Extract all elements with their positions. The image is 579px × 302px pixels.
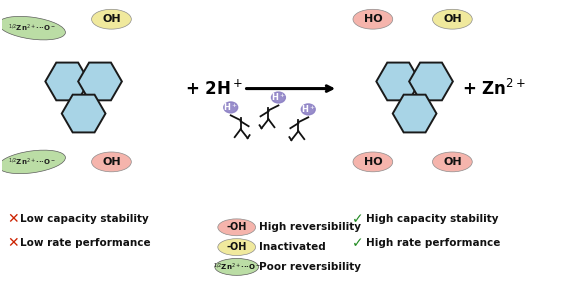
Ellipse shape	[433, 152, 472, 172]
Text: High capacity stability: High capacity stability	[366, 214, 499, 224]
Text: $^{1/2}$Zn$^{2+}$···O$^-$: $^{1/2}$Zn$^{2+}$···O$^-$	[8, 156, 56, 168]
Text: OH: OH	[443, 157, 461, 167]
Text: ✕: ✕	[7, 212, 19, 226]
Text: OH: OH	[102, 157, 121, 167]
Polygon shape	[45, 63, 89, 100]
Text: Poor reversibility: Poor reversibility	[259, 262, 361, 272]
Text: Inactivated: Inactivated	[259, 242, 325, 252]
Text: H$^+$: H$^+$	[301, 104, 316, 115]
Text: + Zn$^{2+}$: + Zn$^{2+}$	[462, 79, 526, 99]
Text: + 2H$^+$: + 2H$^+$	[185, 79, 243, 98]
Text: High reversibility: High reversibility	[259, 222, 361, 232]
Ellipse shape	[218, 239, 255, 255]
Ellipse shape	[433, 9, 472, 29]
Ellipse shape	[218, 219, 255, 236]
Ellipse shape	[215, 259, 259, 275]
Text: OH: OH	[102, 14, 121, 24]
Text: Low capacity stability: Low capacity stability	[20, 214, 149, 224]
Ellipse shape	[353, 9, 393, 29]
Text: HO: HO	[364, 157, 382, 167]
Ellipse shape	[272, 92, 285, 103]
Ellipse shape	[0, 150, 65, 174]
Text: Low rate performance: Low rate performance	[20, 238, 151, 248]
Text: H$^+$: H$^+$	[223, 101, 238, 113]
Text: -OH: -OH	[226, 242, 247, 252]
Text: $^{1/2}$Zn$^{2+}$···O$^-$: $^{1/2}$Zn$^{2+}$···O$^-$	[8, 22, 56, 34]
Ellipse shape	[301, 104, 315, 115]
Ellipse shape	[353, 152, 393, 172]
Polygon shape	[78, 63, 122, 100]
Text: $^{1/2}$Zn$^{2+}$···O$^-$: $^{1/2}$Zn$^{2+}$···O$^-$	[212, 261, 261, 273]
Ellipse shape	[91, 9, 131, 29]
Polygon shape	[409, 63, 453, 100]
Text: ✓: ✓	[352, 236, 364, 250]
Text: High rate performance: High rate performance	[366, 238, 500, 248]
Ellipse shape	[223, 102, 237, 113]
Text: HO: HO	[364, 14, 382, 24]
Polygon shape	[376, 63, 420, 100]
Ellipse shape	[91, 152, 131, 172]
Text: ✓: ✓	[352, 212, 364, 226]
Polygon shape	[62, 95, 105, 132]
Text: H$^+$: H$^+$	[271, 92, 286, 103]
Text: OH: OH	[443, 14, 461, 24]
Text: -OH: -OH	[226, 222, 247, 232]
Polygon shape	[393, 95, 437, 132]
Text: ✕: ✕	[7, 236, 19, 250]
Ellipse shape	[0, 16, 65, 40]
